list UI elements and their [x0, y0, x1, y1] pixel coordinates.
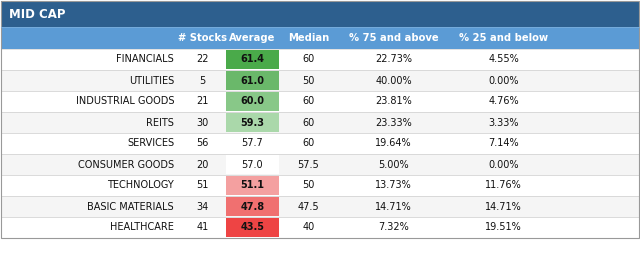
Text: HEALTHCARE: HEALTHCARE	[110, 223, 174, 233]
Text: Median: Median	[288, 33, 329, 43]
Bar	[1, 217, 639, 238]
Bar	[1, 133, 639, 154]
Text: 22.73%: 22.73%	[375, 54, 412, 64]
Text: INDUSTRIAL GOODS: INDUSTRIAL GOODS	[76, 97, 174, 106]
Text: 4.55%: 4.55%	[488, 54, 519, 64]
Text: 13.73%: 13.73%	[375, 181, 412, 191]
Bar	[226, 50, 279, 69]
Text: 50: 50	[302, 76, 315, 86]
Text: FINANCIALS: FINANCIALS	[116, 54, 174, 64]
Text: TECHNOLOGY: TECHNOLOGY	[108, 181, 174, 191]
Bar	[1, 112, 639, 133]
Bar	[226, 113, 279, 132]
Bar	[1, 1, 639, 27]
Text: 7.14%: 7.14%	[488, 139, 519, 148]
Text: 57.5: 57.5	[298, 159, 319, 169]
Text: 34: 34	[196, 201, 209, 211]
Text: MID CAP: MID CAP	[9, 7, 65, 21]
Text: 11.76%: 11.76%	[485, 181, 522, 191]
Text: 60: 60	[302, 54, 315, 64]
Text: 47.5: 47.5	[298, 201, 319, 211]
Text: REITS: REITS	[146, 117, 174, 128]
Text: 51.1: 51.1	[241, 181, 264, 191]
Bar	[226, 134, 279, 153]
Text: 5.00%: 5.00%	[378, 159, 409, 169]
Text: 14.71%: 14.71%	[375, 201, 412, 211]
Text: 19.64%: 19.64%	[375, 139, 412, 148]
Text: 3.33%: 3.33%	[488, 117, 519, 128]
Text: 50: 50	[302, 181, 315, 191]
Bar	[1, 175, 639, 196]
Text: CONSUMER GOODS: CONSUMER GOODS	[78, 159, 174, 169]
Bar	[1, 154, 639, 175]
Text: 30: 30	[196, 117, 209, 128]
Text: % 25 and below: % 25 and below	[459, 33, 548, 43]
Text: 61.4: 61.4	[241, 54, 264, 64]
Text: 4.76%: 4.76%	[488, 97, 519, 106]
Text: 40.00%: 40.00%	[375, 76, 412, 86]
Bar	[1, 70, 639, 91]
Text: 41: 41	[196, 223, 209, 233]
Bar	[1, 49, 639, 70]
Text: 22: 22	[196, 54, 209, 64]
Text: 51: 51	[196, 181, 209, 191]
Text: 0.00%: 0.00%	[488, 159, 519, 169]
Text: SERVICES: SERVICES	[127, 139, 174, 148]
Text: 47.8: 47.8	[241, 201, 264, 211]
Text: 14.71%: 14.71%	[485, 201, 522, 211]
Text: 5: 5	[200, 76, 205, 86]
Text: 21: 21	[196, 97, 209, 106]
Text: 43.5: 43.5	[241, 223, 264, 233]
Text: 0.00%: 0.00%	[488, 76, 519, 86]
Bar	[226, 218, 279, 237]
Text: 23.33%: 23.33%	[375, 117, 412, 128]
Text: 60: 60	[302, 139, 315, 148]
Bar	[226, 155, 279, 174]
Bar	[1, 91, 639, 112]
Text: Average: Average	[229, 33, 276, 43]
Text: % 75 and above: % 75 and above	[349, 33, 438, 43]
Bar	[226, 176, 279, 195]
Text: 20: 20	[196, 159, 209, 169]
Bar	[1, 196, 639, 217]
Text: 61.0: 61.0	[241, 76, 264, 86]
Bar	[226, 197, 279, 216]
Text: 59.3: 59.3	[241, 117, 264, 128]
Bar	[226, 71, 279, 90]
Bar	[1, 1, 639, 238]
Text: UTILITIES: UTILITIES	[129, 76, 174, 86]
Text: 57.7: 57.7	[242, 139, 264, 148]
Text: 60.0: 60.0	[241, 97, 264, 106]
Text: 19.51%: 19.51%	[485, 223, 522, 233]
Text: 40: 40	[302, 223, 315, 233]
Text: # Stocks: # Stocks	[178, 33, 227, 43]
Bar	[1, 27, 639, 49]
Text: 57.0: 57.0	[242, 159, 263, 169]
Text: 56: 56	[196, 139, 209, 148]
Bar	[226, 92, 279, 111]
Text: 23.81%: 23.81%	[375, 97, 412, 106]
Text: 60: 60	[302, 117, 315, 128]
Text: BASIC MATERIALS: BASIC MATERIALS	[88, 201, 174, 211]
Text: 7.32%: 7.32%	[378, 223, 409, 233]
Text: 60: 60	[302, 97, 315, 106]
